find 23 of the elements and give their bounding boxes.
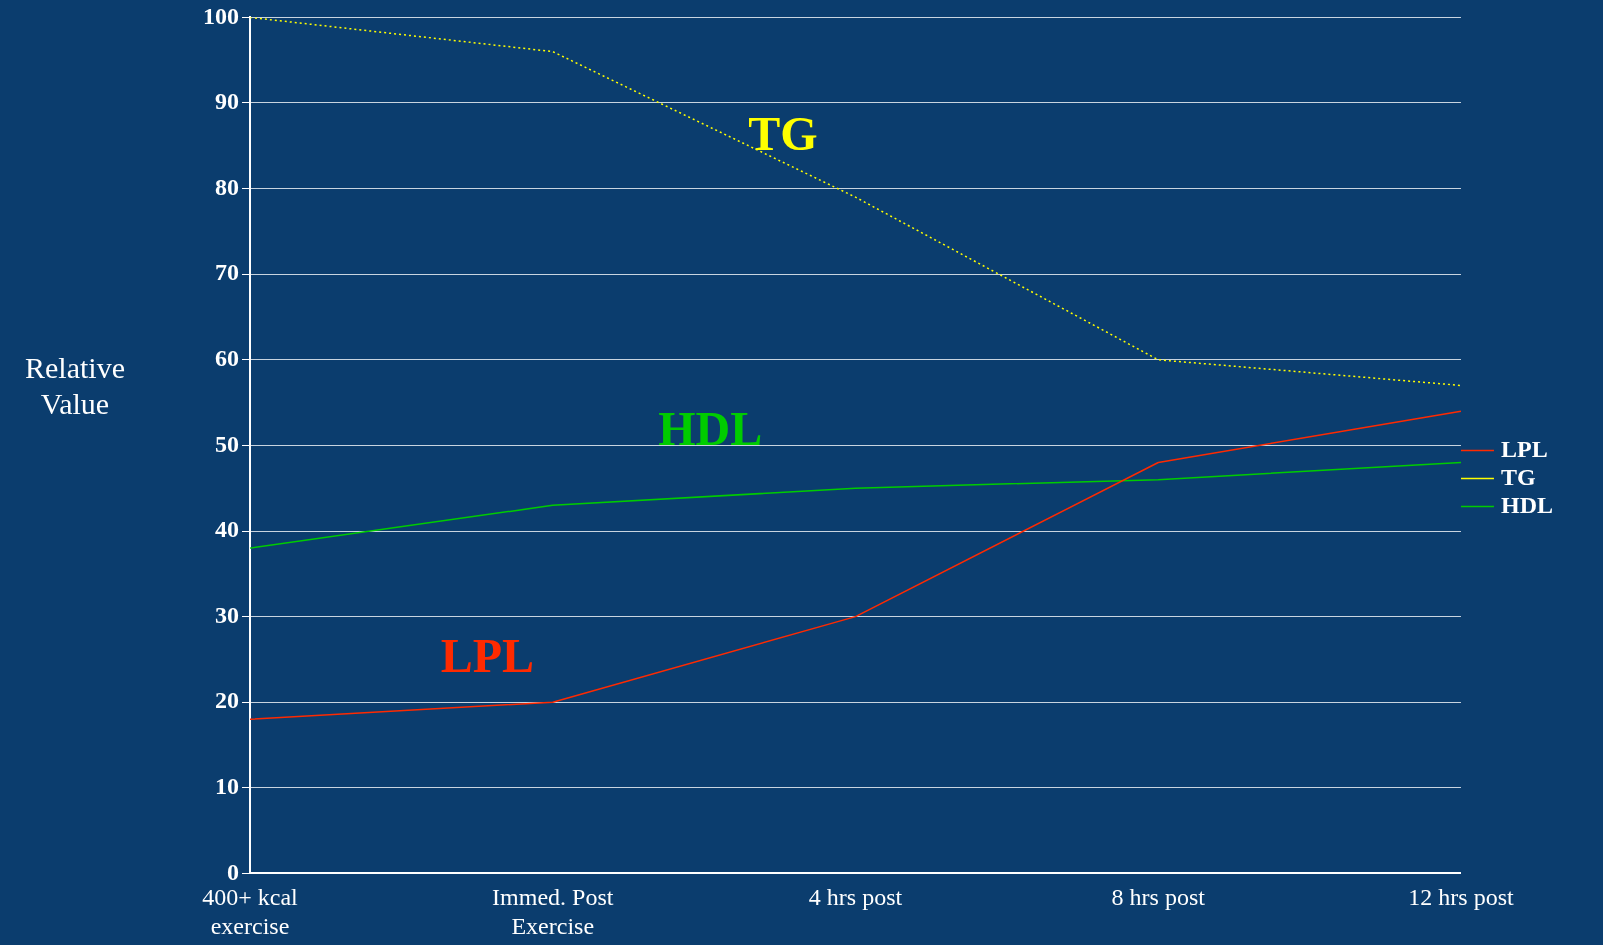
y-tick-label: 70: [215, 259, 239, 286]
y-tick-label: 20: [215, 687, 239, 714]
x-tick-label: 12 hrs post: [1408, 884, 1514, 911]
y-tick-label: 100: [203, 2, 239, 29]
annotation: HDL: [658, 401, 763, 455]
annotation: TG: [748, 106, 818, 160]
x-tick-label: 8 hrs post: [1111, 884, 1206, 911]
legend-label: TG: [1500, 463, 1536, 490]
annotation: LPL: [440, 628, 535, 682]
x-tick-label: 400+ kcal exercise: [202, 884, 299, 939]
y-tick-label: 50: [215, 430, 239, 457]
y-tick-label: 0: [227, 858, 239, 885]
x-tick-label: 4 hrs post: [808, 884, 903, 911]
y-tick-label: 40: [215, 516, 239, 543]
y-axis-title: Relative Value: [24, 350, 126, 422]
y-tick-label: 60: [215, 345, 239, 371]
y-tick-label: 90: [215, 88, 239, 115]
y-tick-label: 10: [215, 773, 239, 799]
legend-label: HDL: [1500, 491, 1554, 518]
x-tick-label: Immed. Post Exercise: [492, 884, 614, 939]
legend-label: LPL: [1500, 435, 1548, 462]
y-tick-label: 30: [215, 601, 239, 628]
y-tick-label: 80: [215, 173, 239, 200]
